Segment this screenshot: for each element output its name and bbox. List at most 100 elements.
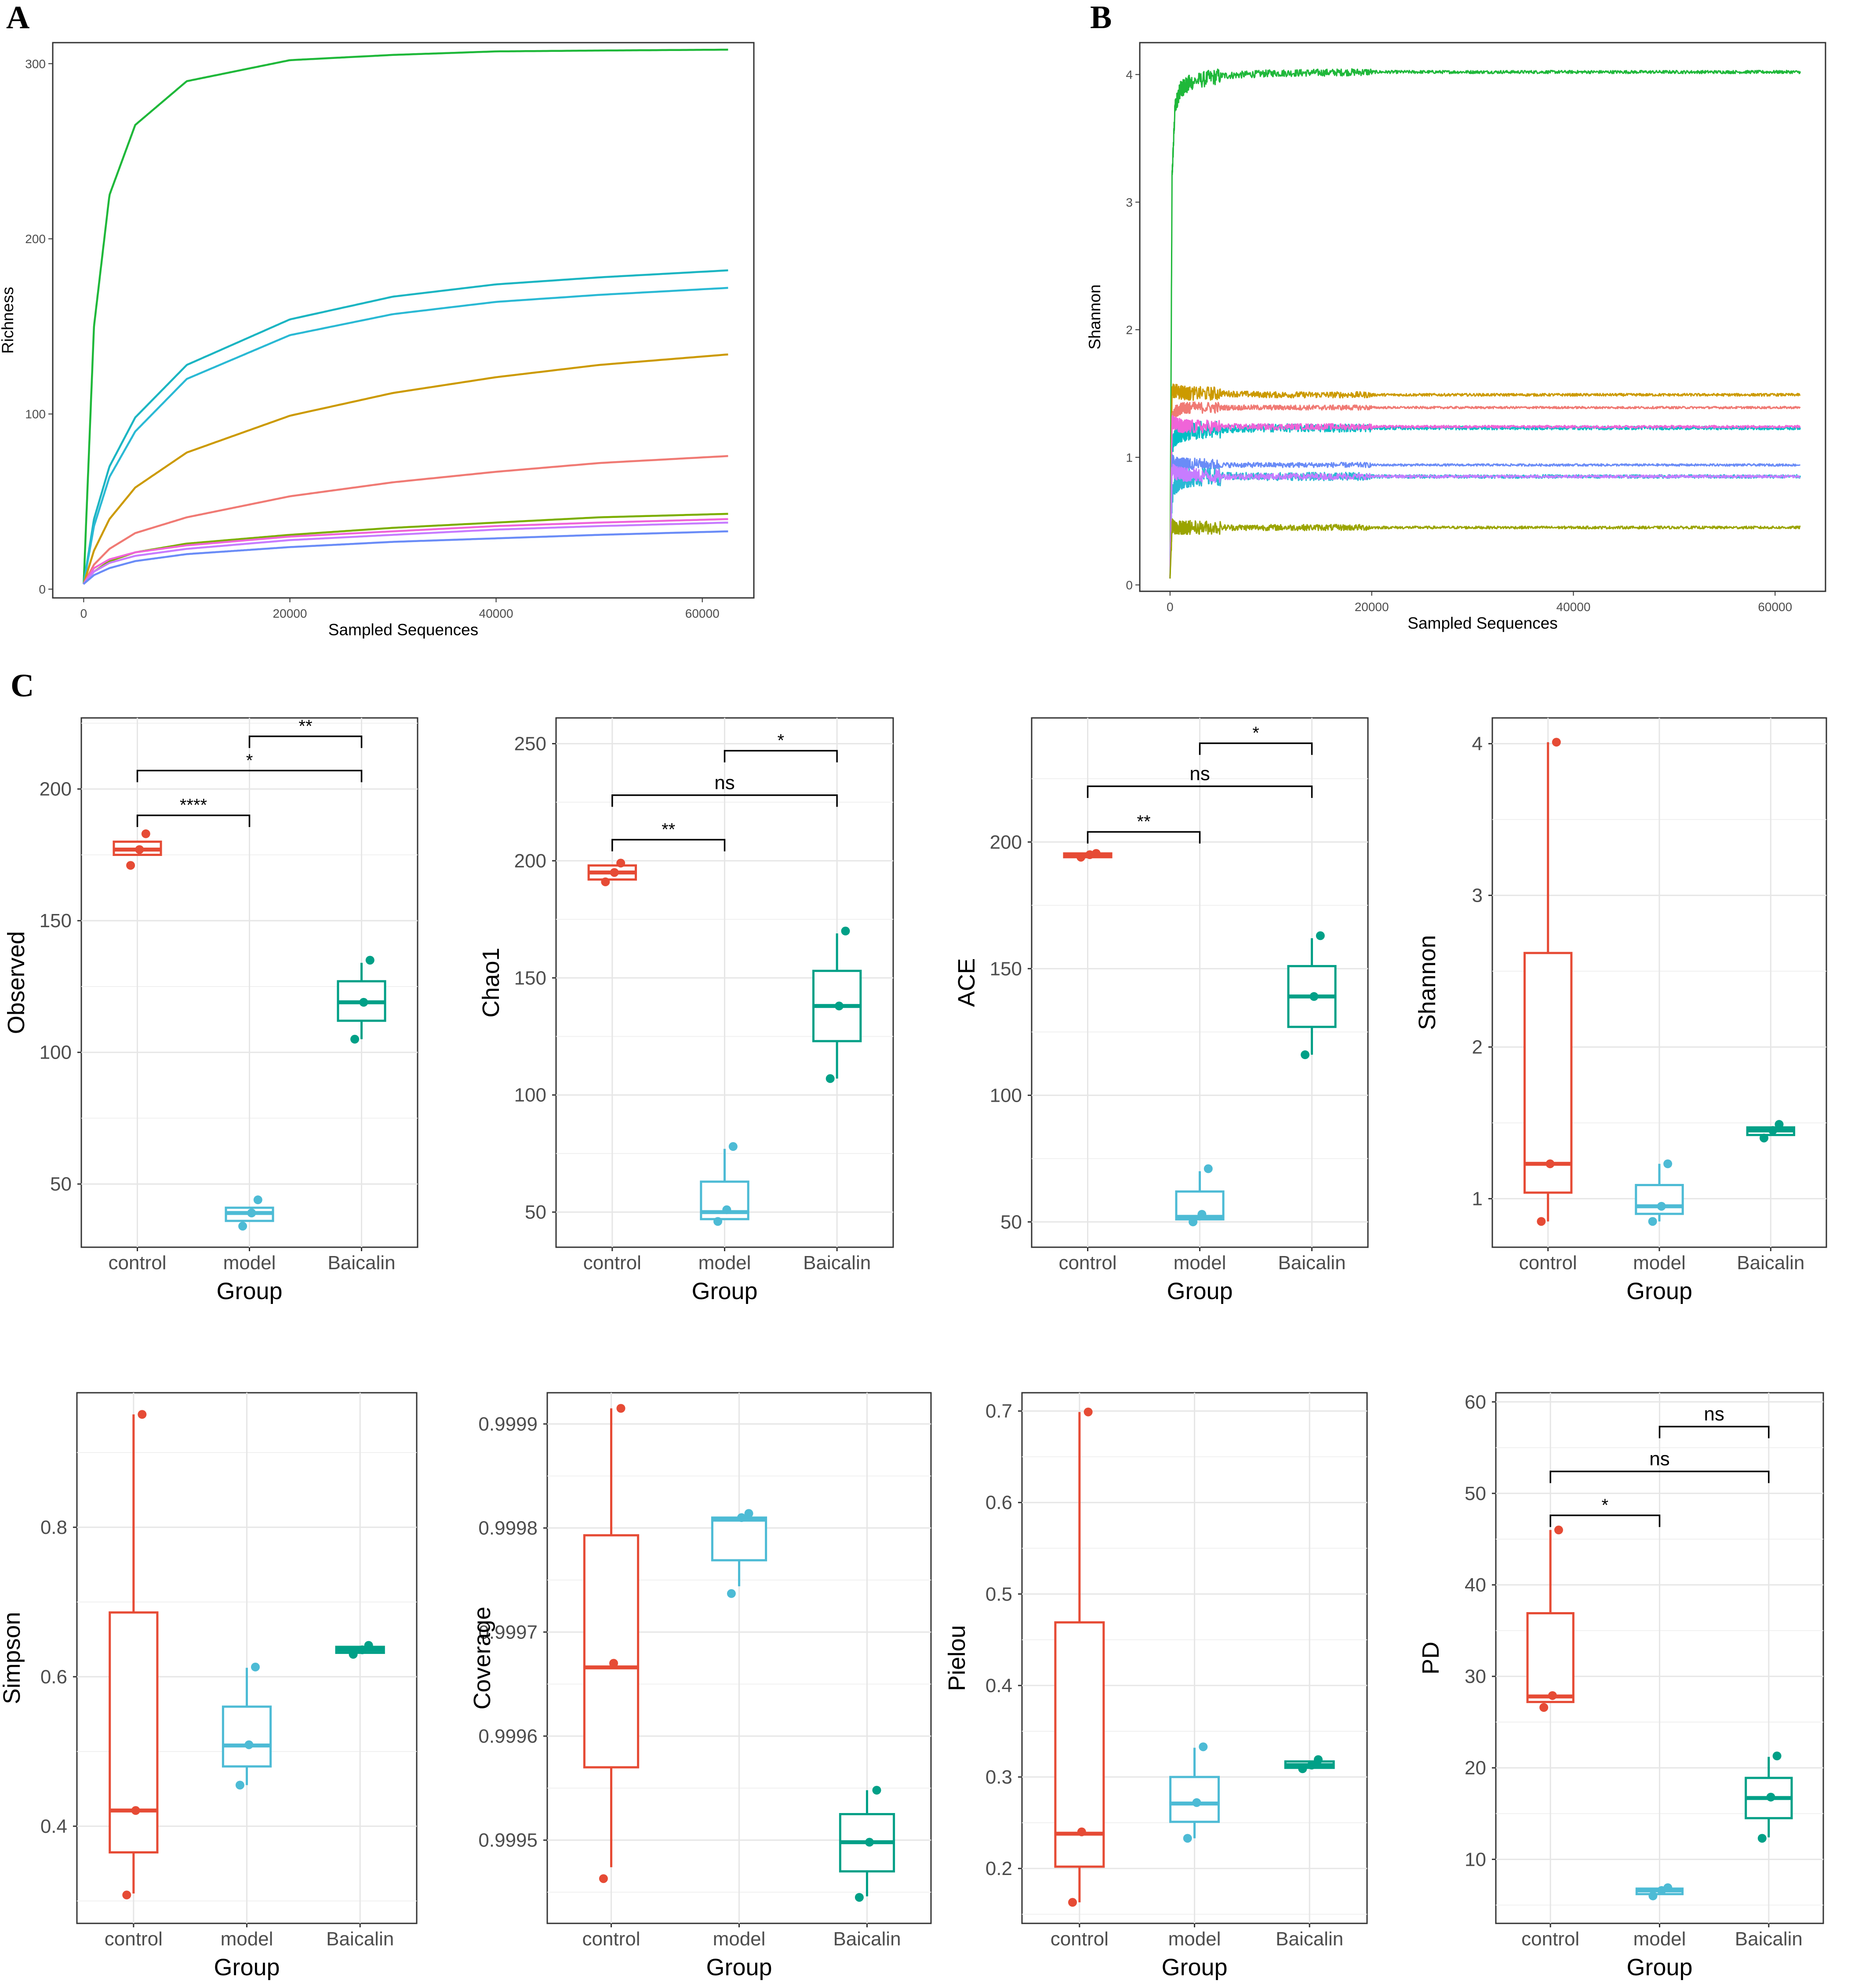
data-point-baicalin <box>1316 931 1325 940</box>
data-point-baicalin <box>855 1893 864 1902</box>
y-tick-label: 100 <box>990 1085 1022 1106</box>
box-control <box>1526 1612 1575 1703</box>
x-tick-label-model: model <box>713 1928 766 1950</box>
significance-label: ns <box>1704 1403 1724 1425</box>
x-axis-label: Sampled Sequences <box>1407 614 1557 632</box>
significance-label: * <box>778 731 785 750</box>
series-line-9 <box>1169 518 1801 579</box>
y-tick-label: 0.9999 <box>478 1413 538 1435</box>
y-axis-label: Simpson <box>0 1612 25 1704</box>
x-axis-label: Sampled Sequences <box>328 621 478 639</box>
data-point-control <box>1554 1526 1563 1535</box>
x-tick-label: 0 <box>80 607 87 620</box>
x-tick-label-baicalin: Baicalin <box>803 1252 871 1274</box>
x-tick-label-control: control <box>105 1928 163 1950</box>
series-line-4 <box>83 353 728 585</box>
y-tick-label: 0.8 <box>40 1517 67 1538</box>
series-line-9 <box>83 530 728 585</box>
x-tick-label-model: model <box>221 1928 273 1950</box>
x-tick-label: 0 <box>1167 600 1174 614</box>
y-axis-label: Richness <box>0 287 17 353</box>
panel-label-b: B <box>1090 0 1112 36</box>
y-tick-label: 3 <box>1472 885 1483 907</box>
x-tick-label-model: model <box>698 1252 751 1274</box>
x-tick-label-baicalin: Baicalin <box>1276 1928 1343 1950</box>
data-point-baicalin <box>872 1786 881 1795</box>
y-axis-label: Shannon <box>1086 284 1104 350</box>
data-point-baicalin <box>358 1645 367 1654</box>
box-control <box>109 1611 159 1854</box>
data-point-control <box>1546 1159 1555 1169</box>
significance-label: ns <box>1649 1448 1669 1470</box>
y-tick-label: 40 <box>1465 1574 1486 1596</box>
series-line-2 <box>83 269 728 585</box>
y-tick-label: 0.4 <box>986 1675 1012 1697</box>
y-tick-label: 0.6 <box>40 1666 67 1688</box>
data-point-model <box>1189 1217 1198 1227</box>
data-point-baicalin <box>1301 1050 1310 1060</box>
x-tick-label-baicalin: Baicalin <box>1735 1928 1803 1950</box>
data-point-model <box>235 1780 244 1790</box>
data-point-model <box>238 1222 247 1231</box>
data-point-baicalin <box>359 998 368 1007</box>
y-tick-label: 10 <box>1465 1849 1486 1870</box>
data-point-control <box>131 1806 140 1815</box>
data-point-baicalin <box>1768 1126 1778 1135</box>
data-point-control <box>1076 852 1086 862</box>
x-tick-label: 40000 <box>479 607 513 620</box>
y-tick-label: 0.9996 <box>478 1726 538 1747</box>
y-tick-label: 30 <box>1465 1666 1486 1687</box>
series-line-5 <box>83 455 728 585</box>
y-tick-label: 0.7 <box>986 1401 1012 1422</box>
boxplot-observed: 50 100 150 200 control model Baicalin Group Obse… <box>3 717 418 1304</box>
y-tick-label: 50 <box>1000 1211 1022 1233</box>
y-tick-label: 4 <box>1126 68 1133 82</box>
data-point-baicalin <box>825 1074 835 1083</box>
data-point-control <box>1068 1898 1077 1907</box>
series-line-3 <box>1169 401 1801 579</box>
data-point-baicalin <box>349 1650 358 1659</box>
data-point-model <box>251 1662 260 1671</box>
significance-label: ** <box>1137 812 1150 831</box>
boxplot-shannon: 1 2 3 4 control model Baicalin Group Shannon <box>1414 717 1827 1304</box>
significance-bracket <box>1087 831 1201 844</box>
y-tick-label: 1 <box>1472 1188 1483 1210</box>
x-tick-label: 60000 <box>1758 600 1792 614</box>
x-tick-label-control: control <box>1051 1928 1109 1950</box>
data-point-control <box>138 1410 147 1419</box>
y-axis-label: PD <box>1418 1642 1444 1675</box>
y-tick-label: 0.5 <box>986 1584 1012 1605</box>
box-control <box>1054 1621 1105 1868</box>
data-point-model <box>253 1195 262 1205</box>
data-point-control <box>1539 1703 1549 1712</box>
significance-bracket <box>136 770 363 783</box>
data-point-control <box>1077 1827 1086 1836</box>
data-point-model <box>1663 1159 1673 1169</box>
x-tick-label: 20000 <box>273 607 307 620</box>
data-point-model <box>728 1142 738 1151</box>
plot-frame <box>52 42 755 599</box>
series-line-1 <box>1169 68 1801 579</box>
series-line-4 <box>1169 421 1801 579</box>
x-tick-label-baicalin: Baicalin <box>1737 1252 1804 1274</box>
y-tick-label: 20 <box>1465 1757 1486 1779</box>
series-line-5 <box>1169 415 1801 579</box>
x-axis-label: Group <box>214 1954 280 1981</box>
x-tick-label-control: control <box>108 1252 166 1274</box>
panel-label-c: C <box>11 668 34 704</box>
x-tick-label-model: model <box>1168 1928 1221 1950</box>
data-point-model <box>1648 1217 1657 1226</box>
boxplot-pd: 10 20 30 40 50 60 control model Baicalin Group PD *… <box>1418 1391 1824 1981</box>
data-point-baicalin <box>1766 1792 1775 1802</box>
significance-label: * <box>1252 724 1259 743</box>
data-point-control <box>601 877 610 886</box>
box-control <box>583 1534 640 1769</box>
x-axis-label: Group <box>706 1954 772 1981</box>
y-tick-label: 2 <box>1126 323 1133 337</box>
data-point-model <box>737 1513 746 1522</box>
boxplot-pielou: 0.2 0.3 0.4 0.5 0.6 0.7 control model Baicalin Gr… <box>944 1392 1368 1981</box>
y-tick-label: 50 <box>525 1202 546 1223</box>
x-axis-label: Group <box>1626 1278 1692 1304</box>
series-line-6 <box>1169 454 1800 579</box>
x-tick-label-control: control <box>1521 1928 1579 1950</box>
